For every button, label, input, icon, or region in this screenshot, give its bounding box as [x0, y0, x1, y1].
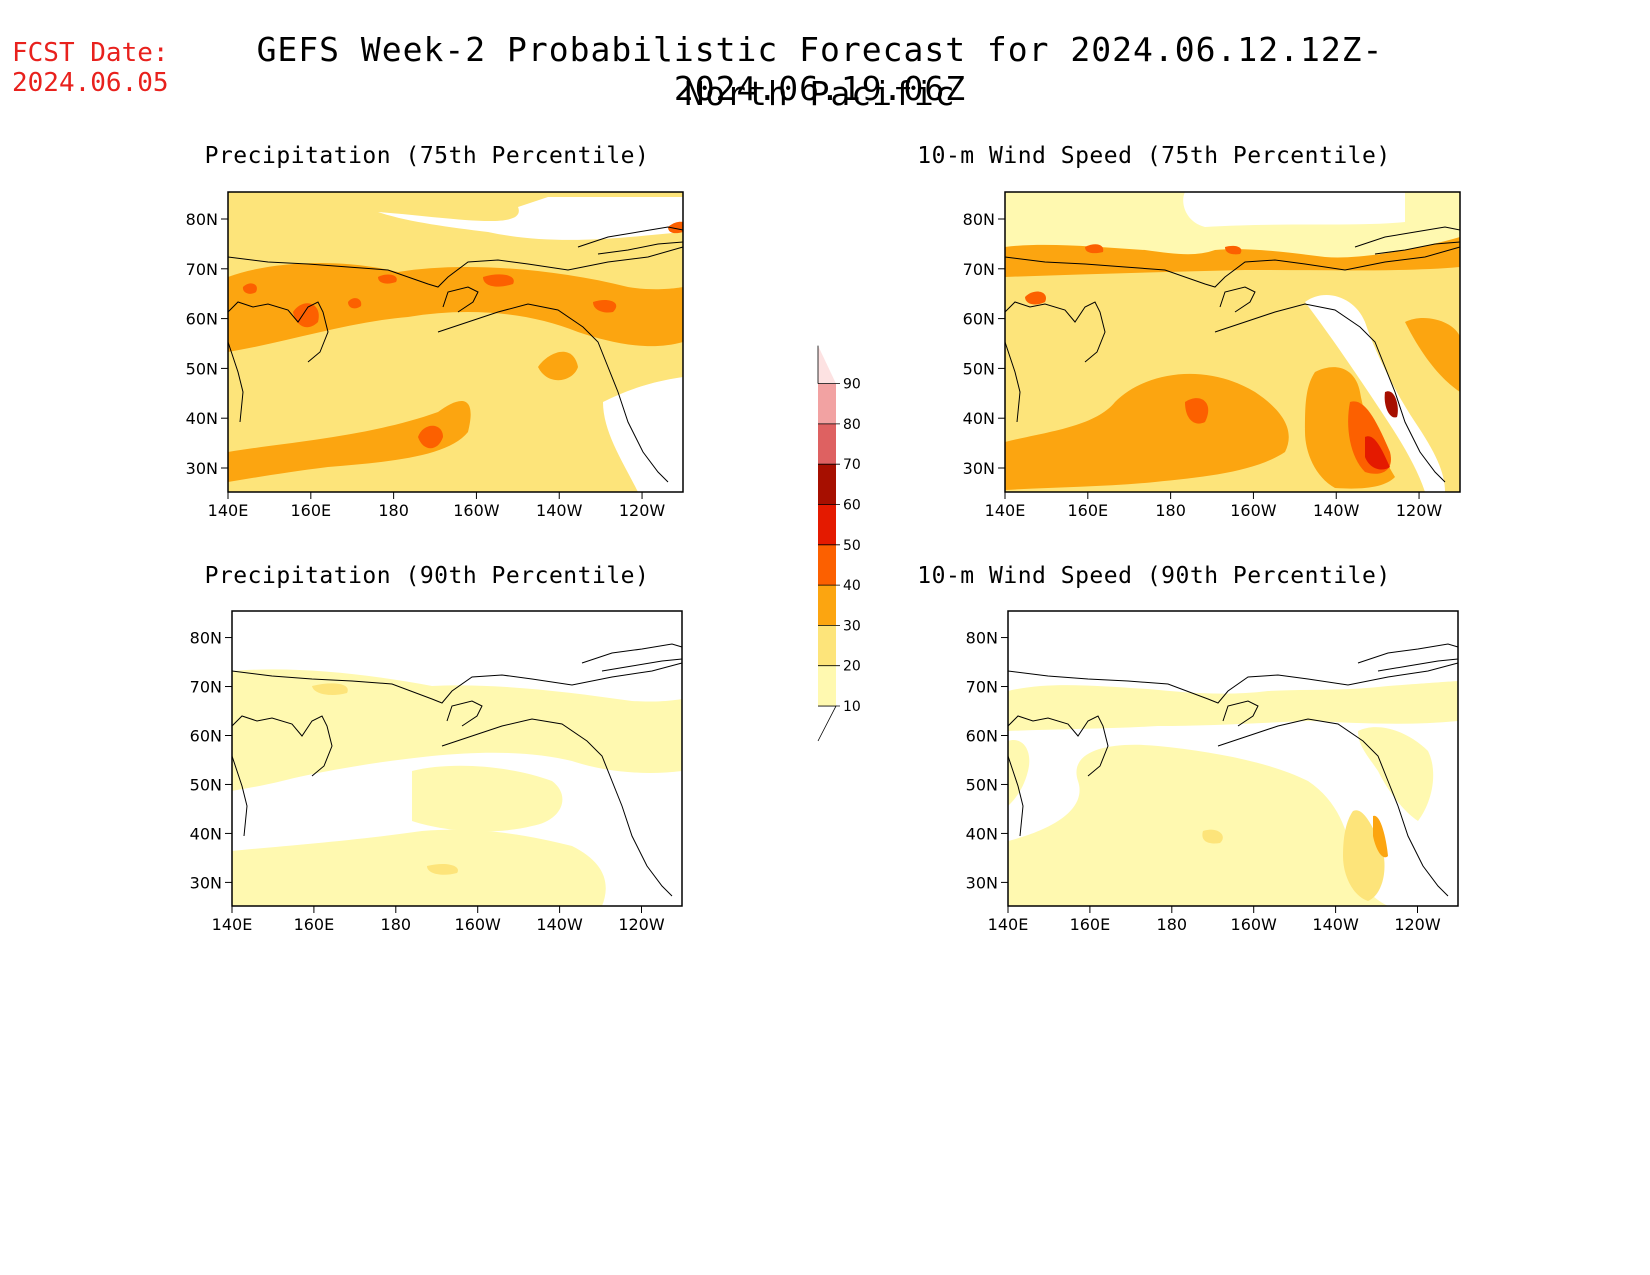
panel-title-wind75: 10-m Wind Speed (75th Percentile) [917, 143, 1391, 169]
colorbar-swatch [818, 504, 836, 545]
lat-label: 80N [186, 210, 218, 229]
axes-precip90: 80N 70N 60N 50N 40N 30N 140E 160E 180 160W 140W 120… [190, 629, 665, 934]
lon-label: 140W [536, 915, 583, 934]
lat-label: 30N [190, 873, 222, 892]
fcst-date: 2024.06.05 [12, 68, 169, 98]
axis-labels: 80N 70N 60N 50N 40N 30N 140E 160E 180 160W 140W 120… [186, 210, 1443, 934]
axes-wind90: 80N 70N 60N 50N 40N 30N 140E 160E 180 160W 140W 120… [966, 629, 1441, 934]
region-title: North Pacific [684, 74, 956, 113]
colorbar-swatch [818, 544, 836, 586]
lon-label: 140W [536, 501, 583, 520]
map-panel-wind90 [1007, 610, 1459, 907]
lat-label: 60N [966, 726, 998, 745]
lat-label: 30N [966, 873, 998, 892]
frame-wind75 [1004, 191, 1461, 493]
lon-label: 140W [1312, 915, 1359, 934]
lon-label: 140E [208, 501, 249, 520]
lat-label: 80N [963, 210, 995, 229]
lon-label: 160W [1231, 915, 1278, 934]
lon-label: 160E [1067, 501, 1108, 520]
colorbar-label: 10 [843, 699, 861, 715]
panel-title-precip90: Precipitation (90th Percentile) [204, 563, 650, 589]
shading-precip75 [228, 192, 683, 492]
lon-label: 140E [212, 915, 253, 934]
lat-label: 80N [190, 629, 222, 648]
lon-label: 160E [1070, 915, 1111, 934]
lat-label: 80N [966, 629, 998, 648]
lat-label: 40N [966, 824, 998, 843]
lat-label: 50N [963, 359, 995, 378]
frame-precip75 [227, 191, 684, 493]
main-title: GEFS Week-2 Probabilistic Forecast for 2… [256, 30, 1384, 108]
lon-label: 160E [290, 501, 331, 520]
map-panel-precip90 [231, 610, 683, 907]
colorbar-label: 80 [843, 417, 861, 433]
lat-label: 60N [963, 310, 995, 329]
lat-label: 70N [190, 678, 222, 697]
colorbar-swatch [818, 423, 836, 465]
frame-wind90 [1007, 610, 1459, 907]
colorbar-label: 90 [843, 377, 861, 393]
panel-title-wind90: 10-m Wind Speed (90th Percentile) [917, 563, 1391, 589]
lat-label: 50N [186, 359, 218, 378]
lat-label: 60N [186, 310, 218, 329]
axes-wind75: 80N 70N 60N 50N 40N 30N 140E 160E 180 160W 140W 120… [963, 210, 1443, 520]
lon-label: 180 [381, 915, 412, 934]
panel-title-precip75: Precipitation (75th Percentile) [204, 143, 650, 169]
lon-label: 120W [1394, 915, 1441, 934]
coastlines-wind90 [1007, 643, 1459, 897]
forecast-date-label: FCST Date: 2024.06.05 [12, 38, 169, 98]
lat-label: 50N [966, 775, 998, 794]
coastlines-wind75 [1004, 226, 1461, 483]
colorbar-label: 70 [843, 457, 861, 473]
colorbar-label: 60 [843, 498, 861, 514]
lon-label: 120W [618, 915, 665, 934]
map-panel-wind75 [1004, 191, 1461, 493]
map-panel-precip75 [227, 191, 684, 493]
lat-label: 70N [963, 260, 995, 279]
lat-label: 40N [190, 824, 222, 843]
lon-label: 180 [378, 501, 409, 520]
colorbar-label: 40 [843, 578, 861, 594]
lon-label: 180 [1157, 915, 1188, 934]
colorbar-swatch [818, 464, 836, 505]
axes-precip75: 80N 70N 60N 50N 40N 30N 140E 160E 180 160W 140W 120… [186, 210, 666, 520]
lat-label: 70N [186, 260, 218, 279]
lon-label: 180 [1155, 501, 1186, 520]
lon-label: 120W [619, 501, 666, 520]
frame-precip90 [231, 610, 683, 907]
colorbar-swatch [818, 665, 836, 706]
lon-label: 140E [988, 915, 1029, 934]
colorbar: 10 20 30 40 50 60 70 80 90 [817, 345, 861, 742]
lat-label: 40N [186, 409, 218, 428]
shading-wind90 [1008, 611, 1458, 906]
lon-label: 140E [985, 501, 1026, 520]
colorbar-label: 50 [843, 538, 861, 554]
colorbar-low-cap [817, 705, 837, 742]
lat-label: 40N [963, 409, 995, 428]
coastlines-precip75 [227, 226, 684, 483]
lon-label: 160W [455, 915, 502, 934]
colorbar-swatch [818, 585, 836, 626]
lat-label: 70N [966, 678, 998, 697]
lon-label: 120W [1396, 501, 1443, 520]
colorbar-label: 30 [843, 618, 861, 634]
lat-label: 60N [190, 726, 222, 745]
shading-wind75 [1005, 192, 1460, 492]
coastlines-precip90 [231, 643, 683, 897]
shading-precip90 [232, 611, 682, 906]
lon-label: 160W [453, 501, 500, 520]
lon-label: 140W [1313, 501, 1360, 520]
lon-label: 160W [1230, 501, 1277, 520]
colorbar-label: 20 [843, 659, 861, 675]
lon-label: 160E [294, 915, 335, 934]
colorbar-swatch [818, 383, 836, 424]
colorbar-high-cap [818, 345, 836, 384]
lat-label: 30N [963, 459, 995, 478]
lat-label: 30N [186, 459, 218, 478]
lat-label: 50N [190, 775, 222, 794]
colorbar-swatch [818, 625, 836, 666]
fcst-label: FCST Date: [12, 38, 169, 68]
